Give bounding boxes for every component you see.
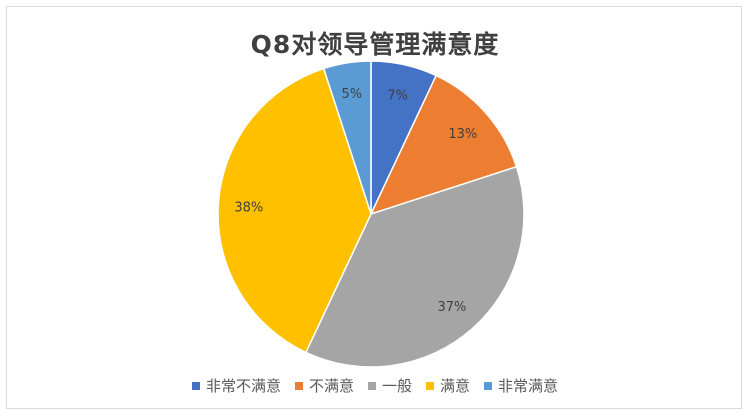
legend-swatch [191,381,200,390]
legend-label: 非常不满意 [205,377,281,395]
data-label-satisfied: 38% [234,200,263,215]
legend-label: 不满意 [308,377,354,395]
legend-item-very-dissatisfied: 非常不满意 [191,375,281,396]
pie-slice-satisfied [217,67,372,354]
legend-label: 一般 [381,377,412,395]
legend-label: 非常满意 [498,377,559,395]
legend-swatch [426,381,434,390]
legend-item-satisfied: 满意 [426,375,470,396]
pie-slice-very-satisfied [322,60,372,215]
pie-slice-neutral [304,165,525,368]
data-label-very-satisfied: 5% [342,87,363,102]
legend-swatch [484,381,493,390]
legend-item-very-satisfied: 非常满意 [484,375,558,396]
legend-swatch [294,381,303,390]
pie-slice-dissatisfied [369,74,518,216]
chart-legend: 非常不满意 不满意 一般 满意 非常满意 [7,375,743,396]
legend-label: 满意 [440,377,471,395]
chart-title: Q8对领导管理满意度 [250,30,500,59]
data-label-dissatisfied: 13% [448,127,477,142]
legend-swatch [367,381,376,390]
pie-chart: 7% 13% 37% 38% 5% [217,60,525,368]
legend-item-neutral: 一般 [367,375,412,396]
legend-item-dissatisfied: 不满意 [294,375,354,396]
data-label-neutral: 37% [437,300,466,315]
chart-frame: Q8对领导管理满意度 7% 13% 37% 38% 5% 非常不满意 不满意 一般 满意 非常满… [6,6,742,409]
data-label-very-dissatisfied: 7% [387,89,408,104]
